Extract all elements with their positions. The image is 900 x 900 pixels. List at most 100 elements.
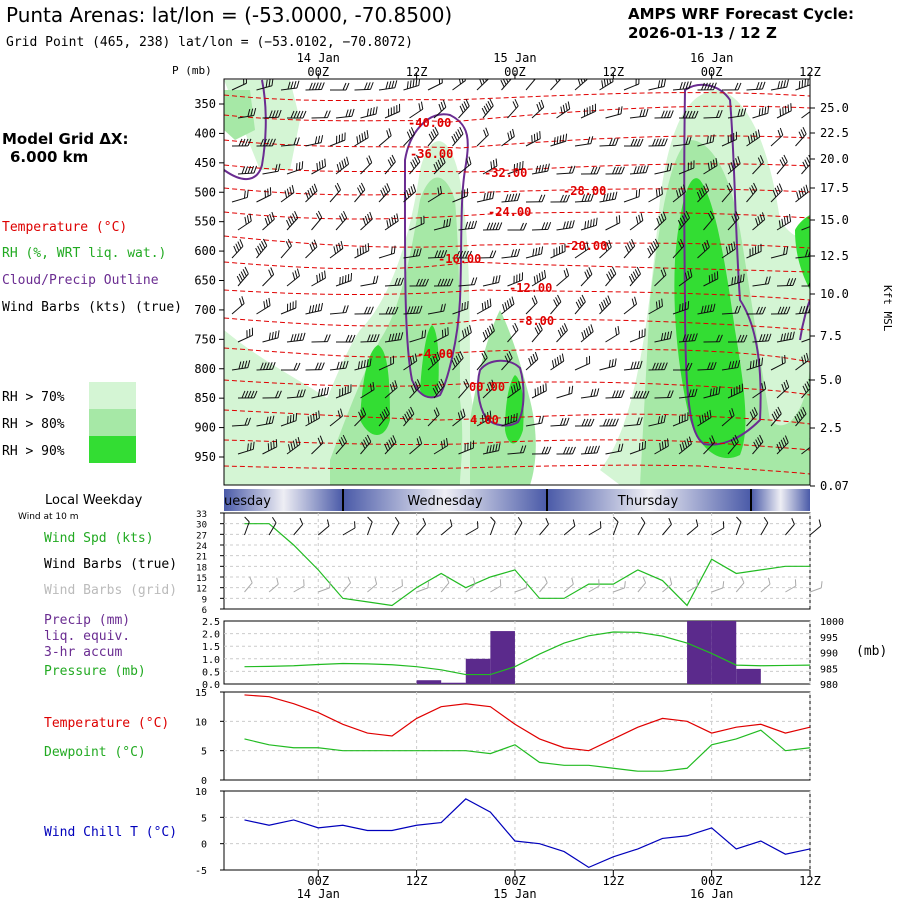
wind-barb	[476, 410, 492, 427]
surface-wind-barb	[268, 517, 277, 536]
wind-barb	[280, 185, 295, 203]
y-tick-label: 1.5	[202, 642, 220, 653]
y-tick-label: 30	[196, 521, 207, 531]
surface-wind-barb	[612, 516, 619, 536]
top-time-tick-label: 00Z	[701, 65, 723, 79]
grid-wind-barb	[514, 581, 528, 593]
wind-barb	[770, 183, 783, 203]
legend-wind-10m: Wind at 10 m	[18, 512, 78, 522]
wind-barb	[384, 332, 404, 343]
wind-barb	[672, 362, 693, 371]
legend-temperature: Temperature (°C)	[2, 220, 127, 235]
pressure-tick-label: 700	[194, 303, 216, 317]
bottom-time-tick-label: 00Z	[504, 874, 526, 888]
wind-barb	[556, 385, 574, 399]
series-line-0	[244, 523, 810, 607]
temp-label-m36: -36.00	[410, 147, 453, 161]
temp-label-m16: -16.00	[438, 252, 481, 266]
wind-barb	[452, 301, 469, 315]
precip-bar	[687, 621, 712, 684]
wind-barb	[458, 98, 470, 119]
wind-barb	[507, 322, 519, 343]
wind-barb	[629, 440, 646, 455]
wind-barb	[795, 79, 810, 91]
grid-wind-barb	[711, 581, 725, 593]
wind-barb	[770, 127, 784, 147]
wind-barb	[286, 161, 304, 175]
height-tick-label: 17.5	[820, 181, 849, 195]
grid-wind-barb	[613, 581, 626, 593]
wind-barb	[654, 211, 667, 231]
wind-barb	[752, 155, 764, 175]
wind-barb	[776, 278, 797, 287]
pressure-tick-label: 550	[194, 215, 216, 229]
wind-barb	[556, 323, 568, 343]
series-line-1	[244, 729, 811, 772]
surface-wind-barb	[440, 519, 453, 536]
wind-barb	[286, 332, 306, 343]
y2-tick-label: 1000	[820, 617, 844, 628]
grid-wind-barb	[588, 579, 600, 593]
wind-barb	[378, 245, 396, 259]
legend-pressure: Pressure (mb)	[44, 664, 146, 679]
wind-barb	[482, 379, 495, 399]
wind-barb	[580, 267, 593, 287]
wind-barb	[335, 334, 356, 343]
wind-barb	[311, 386, 330, 399]
surface-wind-barb	[662, 517, 672, 536]
wind-barb	[677, 210, 690, 231]
wind-barb	[776, 214, 792, 231]
wind-barb	[678, 333, 698, 343]
wind-barb	[628, 266, 641, 287]
wind-barb	[678, 436, 692, 455]
wind-barb	[360, 275, 379, 287]
wind-barb	[236, 266, 249, 287]
wind-barb	[605, 106, 623, 119]
grid-point-subtitle: Grid Point (465, 238) lat/lon = (−53.010…	[6, 35, 413, 50]
pressure-tick-label: 450	[194, 156, 216, 170]
wind-barb	[525, 131, 541, 147]
wind-barb	[262, 330, 280, 343]
legend-barbs-true: Wind Barbs (true)	[44, 557, 177, 572]
wind-barb	[746, 407, 758, 427]
surface-wind-barb	[686, 519, 699, 536]
wind-barb	[727, 434, 739, 455]
height-axis: 25.0 22.5 20.0 17.5 15.0 12.5 10.0 7.5 5.0 2.5 0.0…	[810, 101, 849, 493]
y2-tick-label: 995	[820, 633, 838, 644]
legend-precip-accum: 3-hr accum	[44, 645, 122, 660]
wind-barb	[525, 351, 539, 371]
wind-barb	[507, 222, 527, 231]
wind-barb	[384, 435, 397, 455]
wind-barb	[574, 193, 594, 203]
legend-rh90-swatch	[89, 436, 136, 463]
series-line-0	[244, 798, 811, 869]
wind-barb	[727, 383, 744, 399]
wind-barb	[746, 306, 766, 315]
grid-wind-barb	[391, 579, 403, 593]
wind-barb	[237, 327, 254, 343]
wind-barb	[801, 336, 810, 343]
wind-barb	[629, 165, 649, 175]
wind-barb	[378, 355, 395, 371]
pressure-line	[244, 631, 811, 676]
wind-barb	[237, 165, 258, 175]
wind-barb	[752, 434, 764, 455]
grid-wind-barb	[268, 577, 279, 593]
wind-barb	[605, 166, 625, 175]
wind-barb	[746, 129, 761, 147]
weekday-tuesday: uesday	[224, 494, 271, 509]
wind-barb	[305, 135, 324, 147]
wind-barb	[776, 154, 788, 175]
wind-barb	[703, 157, 718, 175]
wind-barb	[605, 390, 625, 399]
wind-barb	[794, 406, 807, 427]
wind-barb	[458, 156, 472, 175]
grid-wind-barb	[785, 579, 797, 593]
wind-barb	[556, 446, 576, 455]
wind-barb	[256, 79, 274, 91]
wind-barb	[599, 239, 612, 259]
wind-barb	[746, 81, 766, 91]
wind-barb	[256, 361, 276, 371]
wind-barb	[262, 163, 281, 175]
wind-barb	[599, 191, 618, 203]
